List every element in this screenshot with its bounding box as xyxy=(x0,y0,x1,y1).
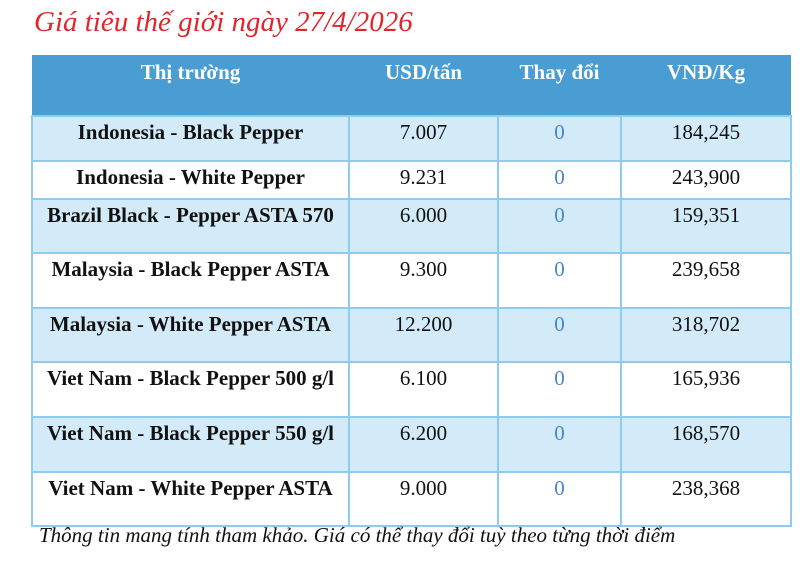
vnd-cell: 243,900 xyxy=(620,160,792,200)
usd-cell: 9.231 xyxy=(348,160,499,200)
table-row: Malaysia - White Pepper ASTA 12.200 0 318,7… xyxy=(31,307,792,363)
vnd-cell: 239,658 xyxy=(620,252,792,309)
table-row: Viet Nam - Black Pepper 500 g/l 6.100 0 165… xyxy=(31,361,792,418)
pepper-price-table: Thị trường USD/tấn Thay đổi VNĐ/Kg Indon… xyxy=(31,55,792,527)
table-row: Viet Nam - White Pepper ASTA 9.000 0 238,36… xyxy=(31,471,792,527)
change-cell: 0 xyxy=(497,252,622,309)
market-cell: Malaysia - White Pepper ASTA xyxy=(31,307,350,363)
vnd-cell: 184,245 xyxy=(620,115,792,162)
usd-cell: 6.000 xyxy=(348,198,499,254)
column-header-market: Thị trường xyxy=(32,55,349,116)
usd-cell: 6.100 xyxy=(348,361,499,418)
market-cell: Malaysia - Black Pepper ASTA xyxy=(31,252,350,309)
usd-cell: 6.200 xyxy=(348,416,499,473)
vnd-cell: 159,351 xyxy=(620,198,792,254)
table-row: Indonesia - White Pepper 9.231 0 243,900 xyxy=(31,160,792,200)
market-cell: Viet Nam - Black Pepper 500 g/l xyxy=(31,361,350,418)
table-row: Brazil Black - Pepper ASTA 570 6.000 0 159,… xyxy=(31,198,792,254)
change-cell: 0 xyxy=(497,307,622,363)
market-cell: Indonesia - Black Pepper xyxy=(31,115,350,162)
table-header: Thị trường USD/tấn Thay đổi VNĐ/Kg xyxy=(32,55,791,116)
usd-cell: 12.200 xyxy=(348,307,499,363)
disclaimer-note: Thông tin mang tính tham khảo. Giá có th… xyxy=(39,523,676,547)
change-cell: 0 xyxy=(497,160,622,200)
column-header-change: Thay đổi xyxy=(498,55,621,116)
change-cell: 0 xyxy=(497,198,622,254)
usd-cell: 9.000 xyxy=(348,471,499,527)
change-cell: 0 xyxy=(497,361,622,418)
change-cell: 0 xyxy=(497,416,622,473)
change-cell: 0 xyxy=(497,115,622,162)
market-cell: Brazil Black - Pepper ASTA 570 xyxy=(31,198,350,254)
market-cell: Indonesia - White Pepper xyxy=(31,160,350,200)
change-cell: 0 xyxy=(497,471,622,527)
table-row: Malaysia - Black Pepper ASTA 9.300 0 239,65… xyxy=(31,252,792,309)
column-header-usd: USD/tấn xyxy=(349,55,498,116)
market-cell: Viet Nam - Black Pepper 550 g/l xyxy=(31,416,350,473)
vnd-cell: 318,702 xyxy=(620,307,792,363)
vnd-cell: 165,936 xyxy=(620,361,792,418)
table-row: Viet Nam - Black Pepper 550 g/l 6.200 0 168… xyxy=(31,416,792,473)
usd-cell: 7.007 xyxy=(348,115,499,162)
page-title: Giá tiêu thế giới ngày 27/4/2026 xyxy=(34,6,413,38)
vnd-cell: 238,368 xyxy=(620,471,792,527)
vnd-cell: 168,570 xyxy=(620,416,792,473)
column-header-vnd: VNĐ/Kg xyxy=(621,55,791,116)
market-cell: Viet Nam - White Pepper ASTA xyxy=(31,471,350,527)
usd-cell: 9.300 xyxy=(348,252,499,309)
table-row: Indonesia - Black Pepper 7.007 0 184,245 xyxy=(31,115,792,162)
